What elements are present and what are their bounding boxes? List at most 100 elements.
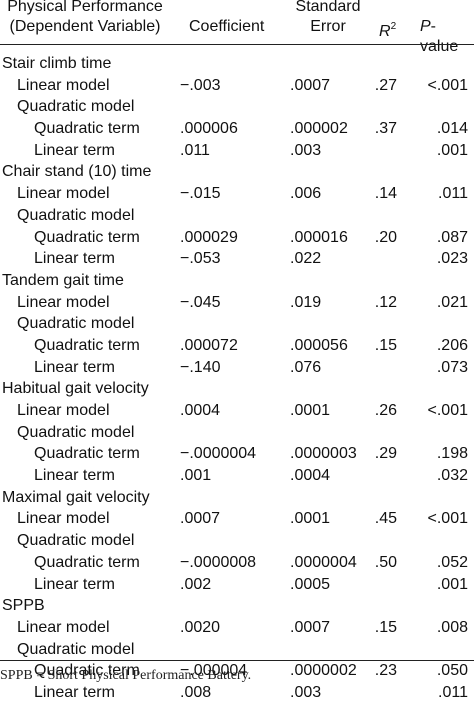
cell-p-value: <.001 [427,510,468,528]
cell-p-value: .008 [436,618,468,636]
cell-coefficient: −.003 [180,76,221,94]
cell-r-squared: .45 [374,510,397,528]
cell-p-value: <.001 [427,76,468,94]
cell-p-value: .014 [436,120,468,138]
cell-standard-error: .0000004 [290,553,357,571]
table-row: Quadratic model [0,422,474,444]
cell-standard-error: .0000003 [290,445,357,463]
cell-p-value: <.001 [427,402,468,419]
table-row: Quadratic model [0,96,474,118]
cell-standard-error: .0007 [290,618,331,636]
table-row: Quadratic term −.0000008 .0000004 .50 .052 [0,552,474,574]
row-label: Linear term [34,250,115,268]
row-label: Linear model [17,185,110,203]
table-row: Quadratic model [0,313,474,335]
row-label: Linear term [34,683,115,701]
cell-r-squared: .20 [374,228,397,246]
row-label: Linear model [17,76,110,94]
cell-p-value: .011 [438,683,468,701]
row-label: Quadratic term [34,336,140,354]
row-label: Quadratic term [34,662,140,680]
table-row: Quadratic model [0,639,474,661]
row-label: Quadratic model [17,206,135,224]
header-se-line1: Standard [295,0,361,15]
row-label: Stair climb time [2,55,112,72]
cell-coefficient: −.140 [180,358,221,376]
table-row: Quadratic term .000006 .000002 .37 .014 [0,118,474,140]
cell-p-value: .087 [436,228,468,246]
cell-standard-error: .000016 [290,228,348,246]
header-coefficient: Coefficient [189,18,265,35]
bottom-rule [0,660,474,661]
cell-p-value: .011 [438,185,468,203]
cell-p-value: .021 [436,293,468,311]
cell-r-squared: .12 [374,293,397,311]
table-row: Quadratic term −.000004 .0000002 .23 .050 [0,660,474,682]
cell-p-value: .001 [436,141,468,159]
row-label: Quadratic term [34,120,140,138]
cell-standard-error: .000002 [290,120,348,138]
header-p-rest: -value [420,18,459,55]
table-row: Quadratic term −.0000004 .0000003 .29 .198 [0,443,474,465]
table-row: Linear model −.003 .0007 .27 <.001 [0,75,474,97]
cell-coefficient: −.0000004 [180,445,257,463]
cell-r-squared: .37 [374,120,397,138]
cell-r-squared: .15 [374,618,397,636]
row-label: Quadratic model [17,315,135,333]
cell-standard-error: .0007 [290,76,331,94]
header-standard-error: Standard Error [290,0,366,37]
row-label: Chair stand (10) time [2,163,152,181]
cell-p-value: .050 [436,662,468,680]
row-label: Linear model [17,402,110,419]
row-label: Linear model [17,293,110,311]
header-r2-letter: R [379,23,391,40]
cell-standard-error: .0005 [290,575,331,593]
row-label: Linear term [34,141,115,159]
header-r2-sup: 2 [390,21,397,32]
table-row: Quadratic model [0,205,474,227]
cell-standard-error: .0000002 [290,662,357,680]
cell-r-squared: .14 [374,185,397,203]
table-row: Quadratic term .000029 .000016 .20 .087 [0,227,474,249]
cell-coefficient: .001 [180,467,212,485]
header-physical-performance: Physical Performance (Dependent Variable… [2,0,168,37]
cell-p-value: .032 [436,467,468,485]
cell-standard-error: .0001 [290,510,331,528]
header-pp-line1: Physical Performance [7,0,163,15]
cell-coefficient: .011 [180,141,210,159]
header-rule [0,44,474,45]
table-body: Stair climb time Linear model −.003 .0007 .2… [0,53,474,704]
cell-p-value: .198 [436,445,468,463]
cell-coefficient: .000029 [180,228,238,246]
table-row: Linear model .0007 .0001 .45 <.001 [0,508,474,530]
row-label: Linear term [34,575,115,593]
cell-standard-error: .019 [290,293,322,311]
cell-coefficient: .000006 [180,120,238,138]
table-row: Linear term .001 .0004 .032 [0,465,474,487]
cell-r-squared: .15 [374,336,397,354]
cell-standard-error: .000056 [290,336,348,354]
row-label: Maximal gait velocity [2,488,150,506]
table-header: Physical Performance (Dependent Variable… [0,0,474,55]
row-label: Quadratic model [17,532,135,550]
cell-p-value: .001 [436,575,468,593]
cell-r-squared: .29 [374,445,397,463]
cell-coefficient: .002 [180,575,212,593]
row-label: Habitual gait velocity [2,380,149,398]
table-row: Linear term .008 .003 .011 [0,682,474,704]
table-row: Linear model −.045 .019 .12 .021 [0,292,474,314]
table-row: Quadratic model [0,530,474,552]
row-label: Linear model [17,618,110,636]
table-row: Linear model .0020 .0007 .15 .008 [0,617,474,639]
cell-coefficient: −.045 [180,293,221,311]
cell-coefficient: −.0000008 [180,553,257,571]
cell-standard-error: .003 [290,141,322,159]
cell-standard-error: .022 [290,250,322,268]
table-row: Linear model .0004 .0001 .26 <.001 [0,400,474,422]
cell-standard-error: .006 [290,185,322,203]
cell-coefficient: −.000004 [180,662,248,680]
header-r-squared: R2 [379,17,396,42]
table-row: Linear term −.140 .076 .073 [0,357,474,379]
table-row: Linear term −.053 .022 .023 [0,248,474,270]
